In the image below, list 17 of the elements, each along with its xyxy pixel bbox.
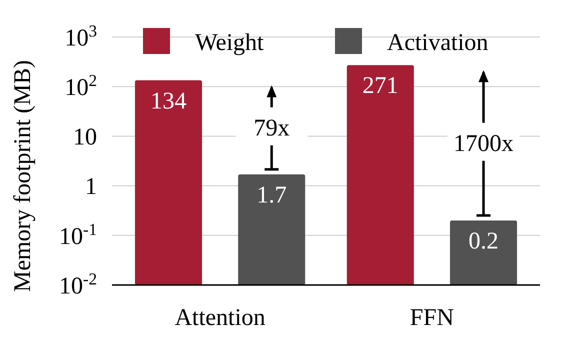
y-tick-label: 10$^{-2}$: [59, 268, 97, 300]
annotation: 79x: [254, 116, 290, 142]
annotation: 1700x: [454, 131, 514, 158]
y-axis-title: Memory footprint (MB): [10, 60, 36, 292]
x-tick-label: FFN: [410, 305, 454, 331]
y-tick-label: 10$^{-1}$: [59, 219, 97, 250]
data-label: 1.7: [256, 182, 287, 208]
y-tick-label: 10$^{3}$: [64, 20, 97, 52]
legend-label: Activation: [387, 30, 488, 56]
y-tick-label: 10: [73, 124, 97, 151]
legend-label: Weight: [195, 30, 264, 56]
data-label: 271: [362, 73, 398, 100]
y-tick-label: 1: [85, 174, 97, 200]
data-label: 0.2: [468, 228, 499, 254]
data-label: 134: [150, 88, 186, 114]
y-tick-label: 10$^{2}$: [64, 70, 97, 101]
x-tick-label: Attention: [174, 305, 266, 331]
